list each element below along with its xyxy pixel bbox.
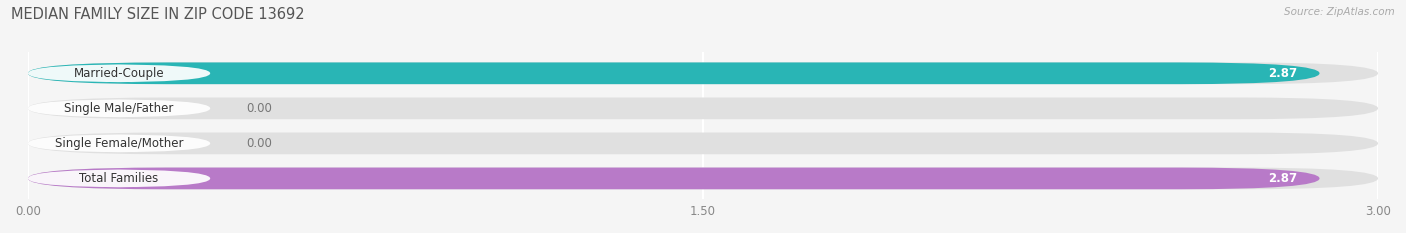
Text: 2.87: 2.87 (1268, 172, 1298, 185)
Text: Married-Couple: Married-Couple (73, 67, 165, 80)
Text: 0.00: 0.00 (246, 102, 273, 115)
Text: 2.87: 2.87 (1268, 67, 1298, 80)
FancyBboxPatch shape (28, 134, 211, 153)
Text: 0.00: 0.00 (246, 137, 273, 150)
FancyBboxPatch shape (28, 62, 1320, 84)
Text: MEDIAN FAMILY SIZE IN ZIP CODE 13692: MEDIAN FAMILY SIZE IN ZIP CODE 13692 (11, 7, 305, 22)
FancyBboxPatch shape (28, 168, 1378, 189)
Text: Source: ZipAtlas.com: Source: ZipAtlas.com (1284, 7, 1395, 17)
FancyBboxPatch shape (28, 169, 211, 188)
Text: Single Male/Father: Single Male/Father (65, 102, 174, 115)
Text: Single Female/Mother: Single Female/Mother (55, 137, 183, 150)
FancyBboxPatch shape (28, 64, 211, 82)
FancyBboxPatch shape (28, 62, 1378, 84)
Text: Total Families: Total Families (80, 172, 159, 185)
FancyBboxPatch shape (28, 99, 211, 117)
FancyBboxPatch shape (28, 168, 1320, 189)
FancyBboxPatch shape (28, 97, 1378, 119)
FancyBboxPatch shape (28, 133, 1378, 154)
